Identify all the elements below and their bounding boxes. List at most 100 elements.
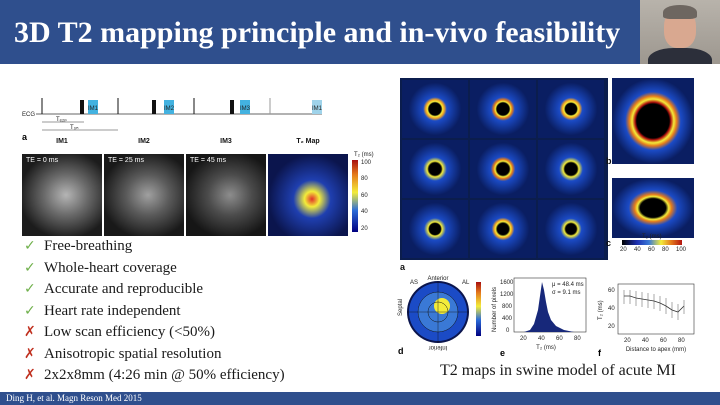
t2-map-cell <box>538 200 604 258</box>
t2-map-cell <box>402 140 468 198</box>
bullet-text: Anisotropic spatial resolution <box>44 345 222 362</box>
title-bar: 3D T2 mapping principle and in-vivo feas… <box>0 0 720 64</box>
profile-ylabel: T₂ (ms) <box>598 300 604 320</box>
t2-profile-plot: T₂ (ms) 60 40 20 20 40 60 80 Distance to… <box>598 283 695 358</box>
check-icon: ✓ <box>24 281 36 297</box>
colorbar-right-tick-40: 40 <box>634 247 641 252</box>
seq-block-label-2: IM2 <box>164 106 175 112</box>
bullseye-label-as: AS <box>410 280 418 286</box>
t2-map-cell <box>538 140 604 198</box>
histogram-xtick-60: 60 <box>556 336 563 342</box>
panel-te-im2: TE = 25 ms <box>108 157 144 164</box>
colorbar-right-labels: T₂ (ms) 20 40 60 80 100 <box>620 234 687 252</box>
bullet-text: Free-breathing <box>44 238 133 254</box>
histogram-xlabel: T₂ (ms) <box>536 345 556 351</box>
colorbar-right-tick-20: 20 <box>620 247 627 252</box>
histogram-distribution <box>524 282 574 332</box>
histogram-ytick-1600: 1600 <box>500 280 514 286</box>
histogram-ylabel: Number of pixels <box>492 287 498 332</box>
histogram-xtick-40: 40 <box>538 336 545 342</box>
profile-ytick-40: 40 <box>608 306 615 312</box>
figure-letter-f: f <box>598 348 602 358</box>
sequence-timing-diagram: ECG IM1 IM2 IM3 IM1 Tₑ₂ₚ T₀ₙ a <box>22 98 323 142</box>
check-icon: ✓ <box>24 302 36 319</box>
bullseye-plot: Anterior Septal Inferior Lateral AS AL d <box>398 276 480 356</box>
bullet-item: ✓ Free-breathing <box>24 238 354 260</box>
colorbar-right-tick-80: 80 <box>662 247 669 252</box>
colorbar-right-tick-100: 100 <box>676 247 687 252</box>
bullet-text: Accurate and reproducible <box>44 281 204 297</box>
bullseye-label-inferior: Inferior <box>429 344 448 350</box>
bullet-text: 2x2x8mm (4:26 min @ 50% efficiency) <box>44 367 285 383</box>
check-icon: ✓ <box>24 238 36 254</box>
seq-block-2 <box>164 100 174 114</box>
t2-map-cell <box>470 80 536 138</box>
histogram-ytick-1200: 1200 <box>500 292 514 298</box>
bullet-item: ✓ Accurate and reproducible <box>24 281 354 303</box>
histogram-ytick-400: 400 <box>502 316 513 322</box>
histogram-xtick-80: 80 <box>574 336 581 342</box>
bullet-text: Whole-heart coverage <box>44 259 177 276</box>
histogram-stat-mean: μ = 48.4 ms <box>552 282 584 288</box>
presenter-shoulders <box>648 48 712 64</box>
timing-label-2: T₀ₙ <box>70 125 79 131</box>
citation: Ding H, et al. Magn Reson Med 2015 <box>6 393 142 403</box>
t2-map-cell <box>470 200 536 258</box>
bullet-item: ✗ Low scan efficiency (<50%) <box>24 324 354 346</box>
t2-map-grid <box>400 78 608 260</box>
mr-image-panels: IM1 TE = 0 ms IM2 TE = 25 ms IM3 TE = 45… <box>22 138 374 236</box>
seq-block-label-1: IM1 <box>88 106 99 112</box>
panel-im2: TE = 25 ms <box>104 154 184 236</box>
bullseye-label-anterior: Anterior <box>427 276 448 282</box>
t2-histogram: Number of pixels 1600 1200 800 400 0 μ =… <box>492 277 587 358</box>
feature-bullet-list: ✓ Free-breathing ✓ Whole-heart coverage ✓ A… <box>24 238 354 389</box>
figure-letter-a-right: a <box>400 262 406 272</box>
seq-block-label-3: IM3 <box>240 106 251 112</box>
t2-map-cell <box>470 140 536 198</box>
figure-letter-c: c <box>606 238 612 248</box>
bullet-text: Heart rate independent <box>44 302 181 319</box>
panel-te-im1: TE = 0 ms <box>26 157 59 164</box>
colorbar-tick-80: 80 <box>361 176 368 182</box>
bullet-item: ✗ Anisotropic spatial resolution <box>24 346 354 368</box>
figure-letter-a-left: a <box>22 132 28 142</box>
panel-im3: TE = 45 ms <box>186 154 266 236</box>
t2-map-cell <box>538 80 604 138</box>
cross-icon: ✗ <box>24 324 36 340</box>
colorbar-unit-left: T₂ (ms) <box>354 152 374 158</box>
bullet-text: Low scan efficiency (<50%) <box>44 324 216 340</box>
bullseye-colorbar <box>476 282 481 336</box>
seq-block-label-4: IM1 <box>312 106 323 112</box>
t2-colorbar-right <box>622 240 682 245</box>
colorbar-tick-40: 40 <box>361 209 368 215</box>
figure-letter-d: d <box>398 346 404 356</box>
panel-t2map <box>268 154 348 236</box>
bullseye-label-al: AL <box>462 280 470 286</box>
ecg-label: ECG <box>22 112 35 118</box>
histogram-stat-sd: σ = 9.1 ms <box>552 290 581 296</box>
panel-head-im1: IM1 <box>56 138 68 145</box>
zoomed-panel-c <box>612 178 694 238</box>
zoomed-panel-b <box>612 78 694 164</box>
check-icon: ✓ <box>24 259 36 276</box>
panel-head-im2: IM2 <box>138 138 150 145</box>
profile-xlabel: Distance to apex (mm) <box>626 347 686 353</box>
colorbar-tick-100: 100 <box>361 160 372 166</box>
panel-te-im3: TE = 45 ms <box>190 157 226 164</box>
seq-block-4 <box>312 100 322 114</box>
histogram-ytick-0: 0 <box>506 328 510 334</box>
colorbar-right-tick-60: 60 <box>648 247 655 252</box>
colorbar-tick-20: 20 <box>361 226 368 232</box>
footer-bar: Ding H, et al. Magn Reson Med 2015 <box>0 392 720 405</box>
bullet-item: ✓ Heart rate independent <box>24 303 354 325</box>
bullet-item: ✓ Whole-heart coverage <box>24 260 354 282</box>
histogram-ytick-800: 800 <box>502 304 513 310</box>
seq-block-3 <box>240 100 250 114</box>
histogram-xtick-20: 20 <box>520 336 527 342</box>
t2-map-cell <box>402 80 468 138</box>
profile-xtick-80: 80 <box>678 338 685 344</box>
colorbar-right-unit: T₂ (ms) <box>642 234 662 240</box>
cross-icon: ✗ <box>24 345 36 362</box>
panel-head-im3: IM3 <box>220 138 232 145</box>
bullseye-label-septal: Septal <box>398 299 404 316</box>
